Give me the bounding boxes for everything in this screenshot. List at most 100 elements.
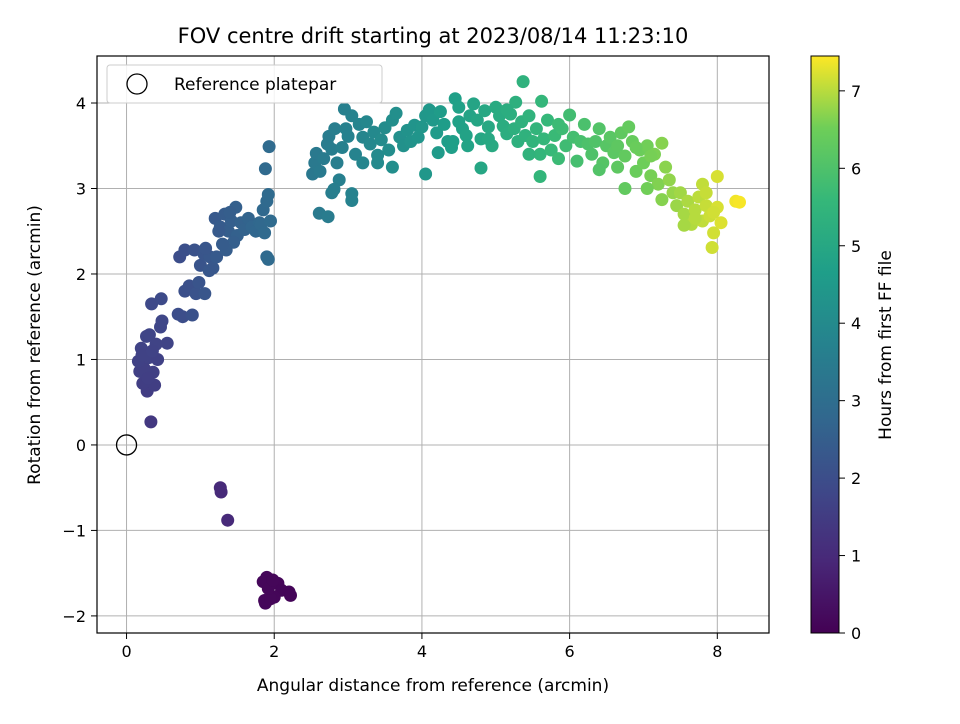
data-point <box>371 156 385 170</box>
data-point <box>592 163 606 177</box>
data-point <box>262 140 276 154</box>
plot-area-frame <box>96 55 770 634</box>
data-point <box>330 156 344 170</box>
data-point <box>374 133 388 147</box>
data-point <box>459 129 473 142</box>
data-point <box>332 173 346 187</box>
data-point <box>185 308 199 322</box>
data-point <box>707 205 721 219</box>
data-point <box>154 292 168 306</box>
data-point <box>198 287 212 301</box>
data-point <box>341 129 355 143</box>
data-point <box>178 243 192 257</box>
y-tick-label: 1 <box>76 350 86 369</box>
x-axis-ticks: 0 2 4 6 8 <box>121 633 722 661</box>
legend-marker-reference <box>126 73 148 95</box>
data-point <box>552 152 565 166</box>
data-point <box>431 146 445 160</box>
y-tick-label: −1 <box>62 521 86 540</box>
data-point <box>644 169 658 183</box>
data-point <box>144 415 158 429</box>
data-point <box>533 170 547 183</box>
colorbar-gradient <box>810 55 840 634</box>
data-point <box>176 310 190 324</box>
y-axis-label: Rotation from reference (arcmin) <box>25 205 45 485</box>
reference-platepar-marker <box>115 434 138 456</box>
colorbar: 0 1 2 3 4 5 6 7 Hours from first FF file <box>810 55 896 643</box>
colorbar-tick-label: 3 <box>851 392 861 411</box>
data-point <box>544 143 558 157</box>
data-point <box>659 160 673 174</box>
data-point <box>526 135 540 148</box>
data-point <box>345 194 359 207</box>
data-point <box>430 126 444 140</box>
data-point <box>261 188 275 201</box>
data-point <box>622 120 636 134</box>
data-point <box>426 113 440 127</box>
chart-title: FOV centre drift starting at 2023/08/14 … <box>178 24 689 48</box>
y-tick-label: 3 <box>76 179 86 198</box>
data-point <box>640 139 654 153</box>
data-point <box>327 182 341 196</box>
x-tick-label: 0 <box>121 642 131 661</box>
data-point <box>509 95 523 109</box>
data-point <box>481 132 495 146</box>
y-tick-label: −2 <box>62 607 86 626</box>
data-point <box>522 109 536 123</box>
data-point <box>258 162 272 176</box>
data-point <box>221 513 235 527</box>
data-point <box>552 117 565 131</box>
data-point <box>535 94 549 108</box>
data-point <box>644 149 658 163</box>
data-point <box>284 588 297 602</box>
data-point <box>223 205 237 219</box>
data-point <box>585 147 599 161</box>
data-point <box>212 224 226 238</box>
x-tick-label: 2 <box>269 642 279 661</box>
colorbar-tick-label: 1 <box>851 547 861 566</box>
legend: Reference platepar <box>106 64 383 104</box>
data-point <box>452 115 466 129</box>
data-point <box>655 136 669 150</box>
x-tick-label: 6 <box>565 642 575 661</box>
data-point <box>446 135 460 148</box>
data-point <box>705 241 719 254</box>
x-tick-label: 8 <box>712 642 722 661</box>
data-point <box>363 137 377 151</box>
data-point <box>145 297 159 311</box>
data-point <box>258 226 272 240</box>
data-point <box>500 103 514 117</box>
colorbar-tick-label: 2 <box>851 469 861 488</box>
data-point <box>325 142 339 156</box>
data-point <box>481 120 495 134</box>
data-point <box>192 276 206 289</box>
data-point <box>516 75 530 89</box>
data-point <box>264 214 277 228</box>
colorbar-tick-label: 4 <box>851 314 861 333</box>
data-point <box>629 141 643 154</box>
data-point <box>389 106 403 120</box>
data-point <box>467 97 481 111</box>
data-point <box>541 113 554 127</box>
data-point <box>710 170 724 183</box>
colorbar-ticks: 0 1 2 3 4 5 6 7 <box>839 82 861 643</box>
data-point <box>474 161 488 175</box>
colorbar-tick-label: 5 <box>851 237 861 256</box>
data-point <box>261 252 275 266</box>
data-point <box>640 182 654 195</box>
x-axis-label: Angular distance from reference (arcmin) <box>257 676 609 696</box>
data-point <box>714 216 728 230</box>
data-point <box>335 141 349 154</box>
data-point <box>651 177 665 191</box>
data-point <box>135 348 149 362</box>
data-point <box>655 193 669 207</box>
data-point <box>618 182 632 195</box>
data-point <box>688 211 702 225</box>
data-point <box>699 186 713 200</box>
data-point <box>360 115 373 129</box>
data-point <box>142 328 156 342</box>
data-point <box>411 130 425 144</box>
data-point <box>677 207 691 221</box>
data-point <box>337 102 351 116</box>
data-point <box>266 573 280 587</box>
